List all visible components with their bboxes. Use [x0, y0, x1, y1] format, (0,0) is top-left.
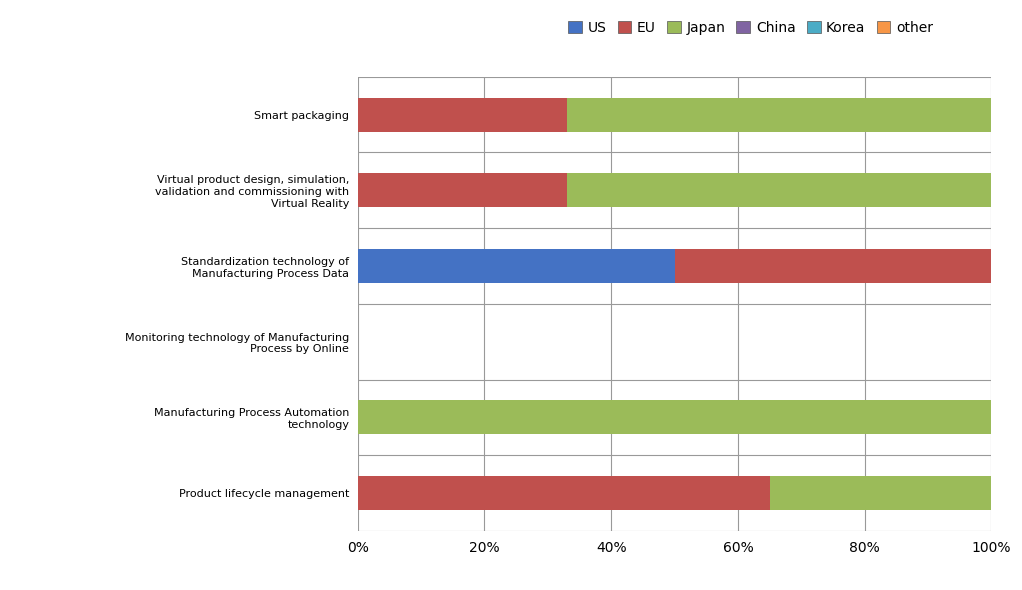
- Bar: [358, 173, 567, 207]
- Bar: [358, 249, 675, 283]
- Bar: [358, 476, 770, 510]
- Bar: [567, 173, 991, 207]
- Bar: [770, 476, 991, 510]
- Bar: [358, 97, 567, 132]
- Bar: [358, 401, 991, 434]
- Bar: [567, 97, 991, 132]
- Bar: [675, 249, 991, 283]
- Legend: US, EU, Japan, China, Korea, other: US, EU, Japan, China, Korea, other: [562, 15, 938, 41]
